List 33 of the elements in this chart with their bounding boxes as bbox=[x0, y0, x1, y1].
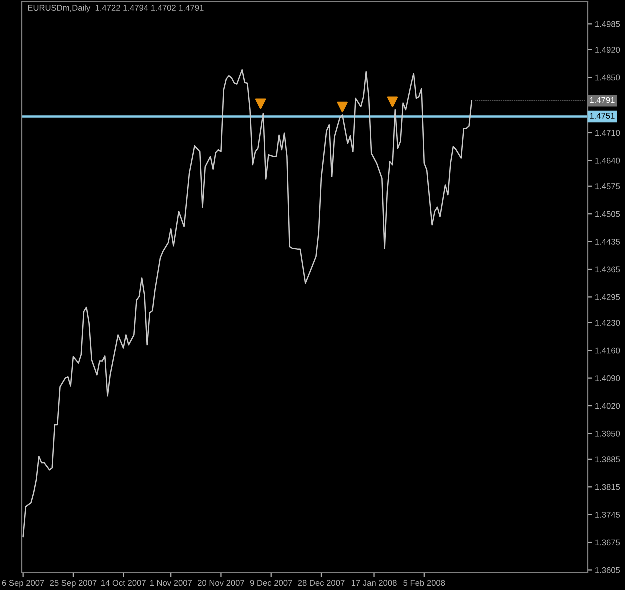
y-tick-label: 1.4090 bbox=[596, 376, 620, 382]
y-tick-label: 1.3815 bbox=[596, 484, 620, 490]
ref-line-label: 1.4751 bbox=[590, 113, 615, 119]
x-tick-label: 28 Dec 2007 bbox=[298, 580, 345, 586]
y-tick-label: 1.3675 bbox=[596, 540, 620, 546]
y-tick-label: 1.4640 bbox=[596, 158, 620, 164]
y-tick-label: 1.4505 bbox=[596, 211, 620, 218]
x-tick-label: 1 Nov 2007 bbox=[150, 580, 192, 586]
line-series bbox=[22, 69, 473, 538]
y-tick-label: 1.3885 bbox=[596, 456, 620, 463]
y-tick-label: 1.4020 bbox=[596, 403, 620, 410]
x-tick-label: 20 Nov 2007 bbox=[198, 580, 244, 586]
y-tick-label: 1.4365 bbox=[596, 266, 620, 273]
y-tick-label: 1.4575 bbox=[596, 184, 620, 190]
y-tick-label: 1.4985 bbox=[596, 21, 620, 28]
y-tick-label: 1.4160 bbox=[596, 348, 620, 354]
x-tick-label: 6 Sep 2007 bbox=[2, 580, 44, 588]
y-tick-label: 1.4295 bbox=[596, 294, 620, 300]
chart-title: EURUSDm,Daily 1.4722 1.4794 1.4702 1.4791 bbox=[28, 4, 204, 13]
y-tick-label: 1.3950 bbox=[596, 430, 620, 437]
x-tick-label: 25 Sep 2007 bbox=[50, 580, 97, 588]
x-tick-label: 9 Dec 2007 bbox=[250, 580, 292, 586]
y-tick-label: 1.3745 bbox=[596, 512, 620, 518]
x-tick-label: 5 Feb 2008 bbox=[404, 580, 446, 586]
x-tick-label: 17 Jan 2008 bbox=[352, 580, 397, 586]
y-tick-label: 1.3605 bbox=[596, 567, 620, 574]
y-tick-label: 1.4920 bbox=[596, 47, 620, 53]
y-tick-label: 1.4435 bbox=[596, 238, 620, 245]
annotation: 1.4791 bbox=[590, 97, 615, 104]
y-tick-label: 1.4850 bbox=[596, 74, 620, 81]
y-tick-label: 1.4230 bbox=[596, 320, 620, 326]
y-tick-label: 1.4710 bbox=[596, 130, 620, 136]
x-tick-label: 14 Oct 2007 bbox=[102, 580, 146, 586]
